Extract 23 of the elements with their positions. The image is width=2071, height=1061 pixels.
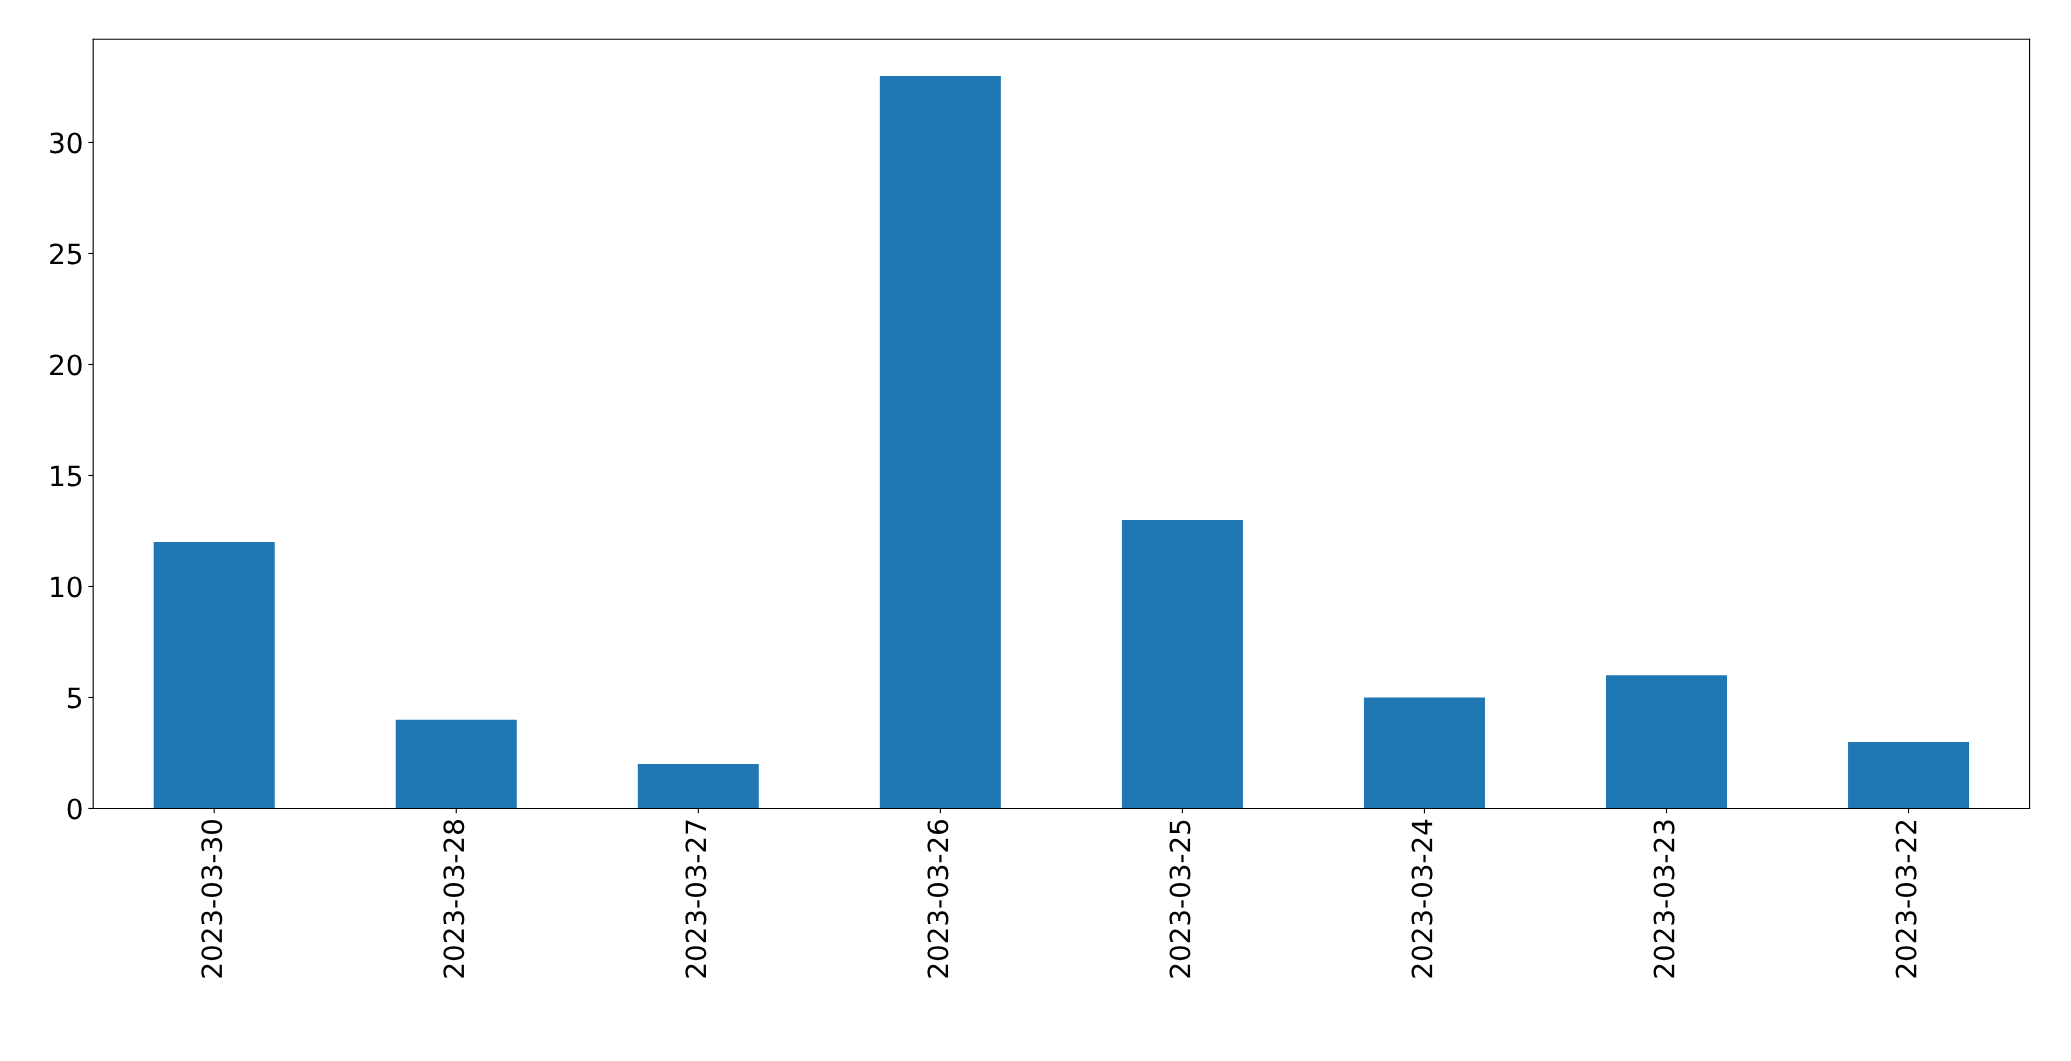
bar xyxy=(1121,519,1243,809)
x-tick-label: 2023-03-24 xyxy=(1411,819,1433,978)
y-tick-label: 0 xyxy=(67,798,82,820)
x-tick-label: 2023-03-23 xyxy=(1653,820,1675,978)
y-tick-label: 10 xyxy=(51,576,82,598)
bar xyxy=(1363,697,1485,809)
x-tick-label: 2023-03-22 xyxy=(1895,820,1917,978)
x-tick-label: 2023-03-25 xyxy=(1169,820,1191,978)
x-tick-label: 2023-03-30 xyxy=(201,820,223,978)
bar xyxy=(1606,675,1728,809)
bar xyxy=(395,719,517,809)
y-tick-label: 5 xyxy=(67,687,82,709)
x-tick-label: 2023-03-28 xyxy=(443,820,465,978)
y-tick-label: 30 xyxy=(50,132,82,154)
x-tick-label: 2023-03-27 xyxy=(685,820,707,978)
y-tick-label: 25 xyxy=(50,243,82,265)
y-tick-label: 20 xyxy=(50,354,82,376)
y-tick-label: 15 xyxy=(51,465,82,487)
bar xyxy=(1848,741,1970,809)
bar xyxy=(879,75,1001,809)
bar xyxy=(153,542,275,809)
bar xyxy=(637,764,759,809)
x-tick-label: 2023-03-26 xyxy=(927,819,949,978)
